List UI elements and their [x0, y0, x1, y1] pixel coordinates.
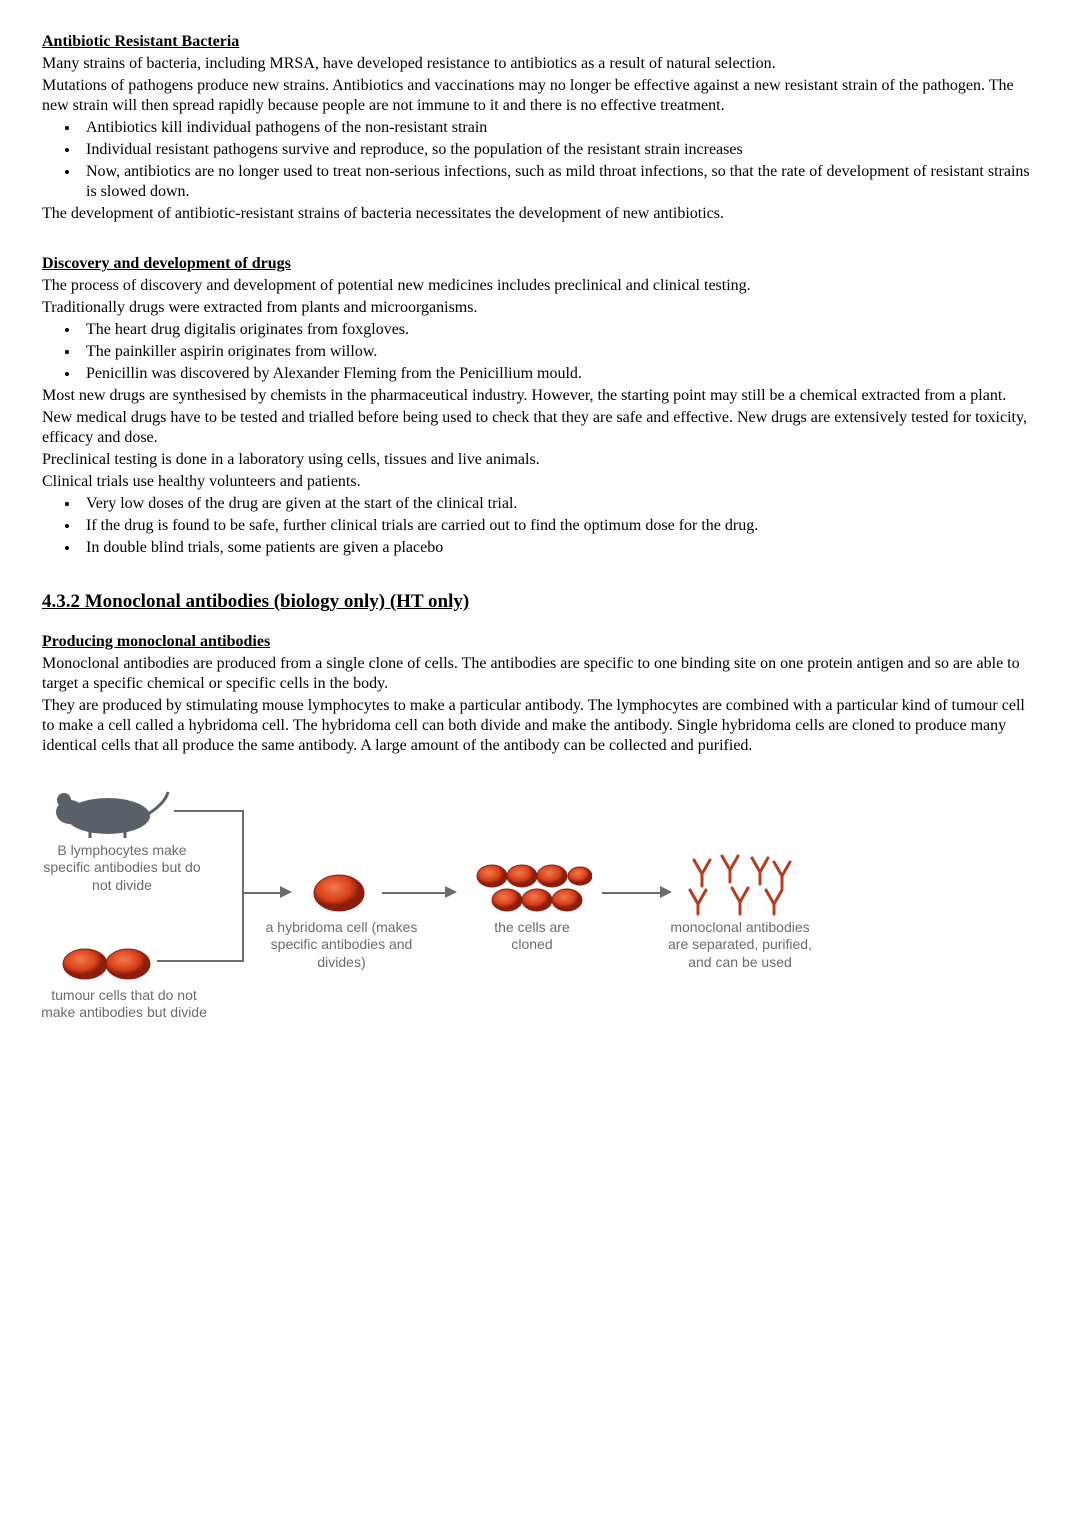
- tumour-cells-icon: [60, 944, 155, 984]
- cloned-cells-icon: [472, 862, 592, 917]
- arrow-line: [602, 892, 662, 894]
- diagram-label-monoclonal: monoclonal antibodies are separated, pur…: [660, 919, 820, 972]
- bullet-list: Antibiotics kill individual pathogens of…: [42, 118, 1038, 202]
- list-item: Penicillin was discovered by Alexander F…: [80, 364, 1038, 384]
- connector-line: [242, 892, 282, 894]
- list-item: The painkiller aspirin originates from w…: [80, 342, 1038, 362]
- arrow-line: [382, 892, 447, 894]
- heading-antibiotic-resistant: Antibiotic Resistant Bacteria: [42, 32, 1038, 52]
- hybridoma-cell-icon: [312, 872, 367, 914]
- antibodies-icon: [682, 852, 792, 917]
- list-item: Now, antibiotics are no longer used to t…: [80, 162, 1038, 202]
- paragraph: They are produced by stimulating mouse l…: [42, 696, 1038, 756]
- list-item: If the drug is found to be safe, further…: [80, 516, 1038, 536]
- diagram-label-mouse: B lymphocytes make specific antibodies b…: [42, 842, 202, 895]
- connector-line: [157, 960, 244, 962]
- arrow-icon: [660, 886, 672, 898]
- heading-producing-monoclonal: Producing monoclonal antibodies: [42, 632, 1038, 652]
- paragraph: Monoclonal antibodies are produced from …: [42, 654, 1038, 694]
- arrow-icon: [445, 886, 457, 898]
- paragraph: New medical drugs have to be tested and …: [42, 408, 1038, 448]
- diagram-label-hybridoma: a hybridoma cell (makes specific antibod…: [254, 919, 429, 972]
- connector-line: [174, 810, 244, 812]
- paragraph: Mutations of pathogens produce new strai…: [42, 76, 1038, 116]
- connector-line: [242, 810, 244, 962]
- bullet-list: The heart drug digitalis originates from…: [42, 320, 1038, 384]
- heading-drug-discovery: Discovery and development of drugs: [42, 254, 1038, 274]
- paragraph: Many strains of bacteria, including MRSA…: [42, 54, 1038, 74]
- monoclonal-antibody-diagram: B lymphocytes make specific antibodies b…: [42, 784, 822, 1064]
- list-item: The heart drug digitalis originates from…: [80, 320, 1038, 340]
- diagram-label-cloned: the cells are cloned: [482, 919, 582, 954]
- list-item: In double blind trials, some patients ar…: [80, 538, 1038, 558]
- paragraph: Preclinical testing is done in a laborat…: [42, 450, 1038, 470]
- arrow-icon: [280, 886, 292, 898]
- heading-section-4-3-2: 4.3.2 Monoclonal antibodies (biology onl…: [42, 590, 1038, 614]
- diagram-label-tumour: tumour cells that do not make antibodies…: [34, 987, 214, 1022]
- list-item: Very low doses of the drug are given at …: [80, 494, 1038, 514]
- list-item: Antibiotics kill individual pathogens of…: [80, 118, 1038, 138]
- paragraph: The process of discovery and development…: [42, 276, 1038, 296]
- paragraph: The development of antibiotic-resistant …: [42, 204, 1038, 224]
- list-item: Individual resistant pathogens survive a…: [80, 140, 1038, 160]
- mouse-icon: [50, 784, 170, 839]
- paragraph: Traditionally drugs were extracted from …: [42, 298, 1038, 318]
- bullet-list: Very low doses of the drug are given at …: [42, 494, 1038, 558]
- paragraph: Clinical trials use healthy volunteers a…: [42, 472, 1038, 492]
- paragraph: Most new drugs are synthesised by chemis…: [42, 386, 1038, 406]
